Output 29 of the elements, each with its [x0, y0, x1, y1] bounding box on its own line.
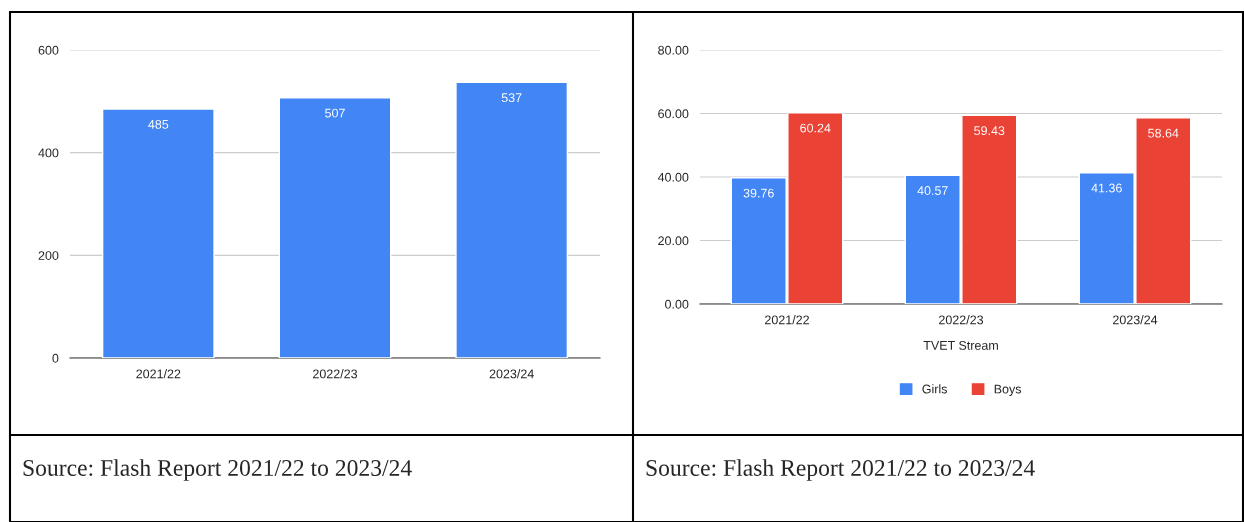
source-note: Source: Flash Report 2021/22 to 2023/24 [646, 459, 1035, 481]
y-tick-label: 80.00 [658, 45, 689, 55]
x-axis-title: TVET Stream [923, 340, 998, 350]
data-label: 39.76 [743, 188, 774, 198]
data-label: 485 [148, 119, 169, 129]
x-tick-label: 2023/24 [489, 369, 534, 379]
data-label: 59.43 [974, 126, 1005, 136]
x-tick-label: 2021/22 [765, 315, 809, 325]
y-tick-label: 40.00 [657, 172, 689, 182]
x-tick-label: 2022/23 [939, 315, 984, 325]
x-tick-label: 2023/24 [1113, 315, 1158, 325]
data-label: 537 [501, 93, 522, 103]
y-tick-label: 20.00 [658, 236, 689, 246]
x-tick-label: 2021/22 [136, 369, 181, 379]
data-label: 40.57 [917, 186, 948, 195]
data-label: 41.36 [1091, 183, 1122, 193]
y-tick-label: 0.00 [665, 299, 689, 309]
data-label: 507 [325, 108, 345, 118]
data-label: 60.24 [800, 123, 831, 133]
source-note: Source: Flash Report 2021/22 to 2023/24 [23, 459, 412, 481]
legend-label: Girls [922, 384, 947, 394]
y-tick-label: 60.00 [658, 109, 689, 119]
legend-label: Boys [994, 384, 1022, 396]
data-label: 58.64 [1148, 128, 1179, 138]
x-tick-label: 2022/23 [313, 369, 358, 379]
y-tick-label: 400 [38, 148, 59, 158]
y-tick-label: 0 [52, 353, 59, 363]
y-tick-label: 200 [38, 251, 59, 260]
y-tick-label: 600 [38, 45, 59, 55]
